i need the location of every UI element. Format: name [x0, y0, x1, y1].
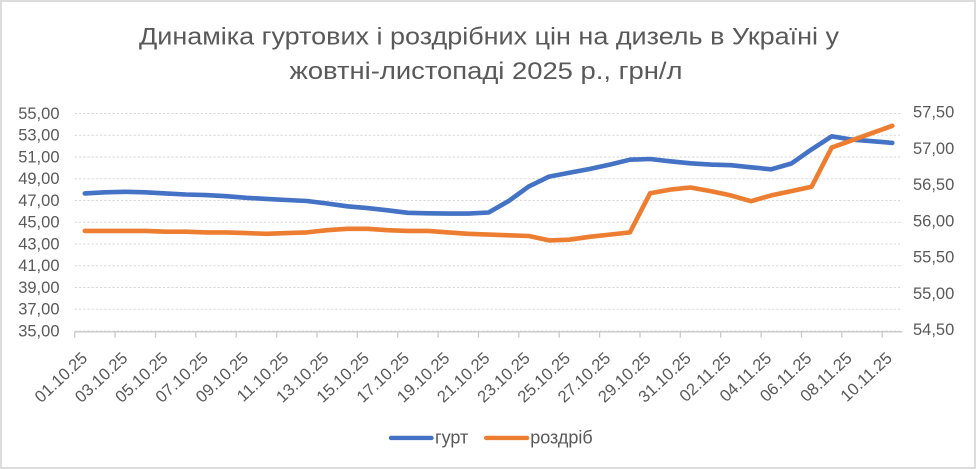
svg-text:43,00: 43,00: [18, 235, 59, 253]
svg-text:55,00: 55,00: [18, 105, 59, 123]
svg-text:39,00: 39,00: [18, 279, 59, 297]
svg-text:56,00: 56,00: [913, 212, 954, 230]
svg-text:54,50: 54,50: [913, 321, 954, 339]
svg-text:35,00: 35,00: [18, 322, 59, 340]
svg-text:56,50: 56,50: [913, 176, 954, 194]
svg-text:57,50: 57,50: [913, 104, 954, 122]
svg-text:37,00: 37,00: [18, 301, 59, 319]
svg-text:47,00: 47,00: [18, 192, 59, 210]
svg-text:жовтні-листопаді 2025 р., грн/: жовтні-листопаді 2025 р., грн/л: [290, 58, 683, 85]
svg-text:49,00: 49,00: [18, 170, 59, 188]
svg-text:57,00: 57,00: [913, 140, 954, 158]
svg-text:51,00: 51,00: [18, 148, 59, 166]
svg-text:53,00: 53,00: [18, 127, 59, 145]
svg-text:55,00: 55,00: [913, 285, 954, 303]
svg-text:41,00: 41,00: [18, 257, 59, 275]
svg-text:Динаміка гуртових і роздрібних: Динаміка гуртових і роздрібних цін на ди…: [139, 23, 839, 50]
svg-text:гурт: гурт: [435, 427, 468, 447]
svg-text:роздріб: роздріб: [530, 427, 593, 447]
svg-text:55,50: 55,50: [913, 249, 954, 267]
svg-text:45,00: 45,00: [18, 214, 59, 232]
